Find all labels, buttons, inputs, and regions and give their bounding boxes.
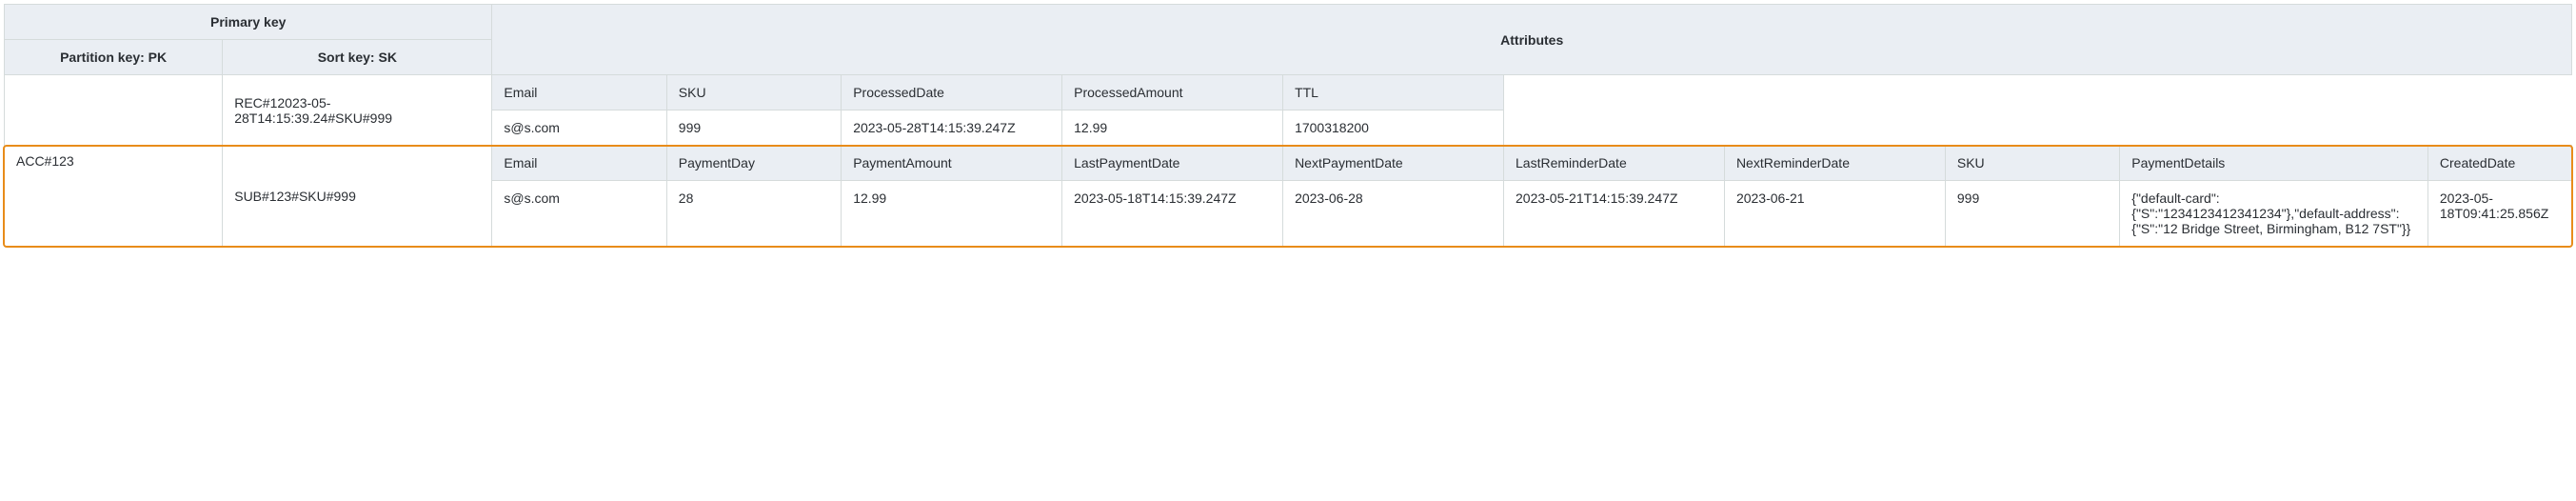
attr-header: LastReminderDate bbox=[1504, 146, 1725, 181]
pk-cell: ACC#123 bbox=[5, 75, 223, 247]
table-row: SUB#123#SKU#999 Email PaymentDay Payment… bbox=[5, 146, 2572, 181]
attr-header: Email bbox=[492, 146, 666, 181]
attributes-header: Attributes bbox=[492, 5, 2572, 75]
primary-key-header: Primary key bbox=[5, 5, 492, 40]
attr-header: LastPaymentDate bbox=[1062, 146, 1283, 181]
attr-value: 2023-05-21T14:15:39.247Z bbox=[1504, 181, 1725, 247]
table-row: ACC#123 REC#12023-05-28T14:15:39.24#SKU#… bbox=[5, 75, 2572, 110]
attr-value: {"default-card":{"S":"1234123412341234"}… bbox=[2120, 181, 2428, 247]
attr-value: 28 bbox=[666, 181, 841, 247]
attr-value: 999 bbox=[1945, 181, 2119, 247]
attr-header: NextPaymentDate bbox=[1283, 146, 1504, 181]
header-row-1: Primary key Attributes bbox=[5, 5, 2572, 40]
attr-header: PaymentDetails bbox=[2120, 146, 2428, 181]
attr-value: s@s.com bbox=[492, 181, 666, 247]
attr-value: 12.99 bbox=[1062, 110, 1283, 146]
attr-value: 12.99 bbox=[842, 181, 1062, 247]
partition-key-header: Partition key: PK bbox=[5, 40, 223, 75]
attr-value: 2023-06-21 bbox=[1724, 181, 1945, 247]
attr-value: s@s.com bbox=[492, 110, 666, 146]
attr-header: SKU bbox=[1945, 146, 2119, 181]
attr-header: TTL bbox=[1283, 75, 1504, 110]
attr-value: 2023-05-28T14:15:39.247Z bbox=[842, 110, 1062, 146]
attr-header: Email bbox=[492, 75, 666, 110]
attr-header: CreatedDate bbox=[2427, 146, 2571, 181]
attr-header: ProcessedAmount bbox=[1062, 75, 1283, 110]
attr-header: NextReminderDate bbox=[1724, 146, 1945, 181]
attr-value: 2023-05-18T14:15:39.247Z bbox=[1062, 181, 1283, 247]
attr-header: PaymentAmount bbox=[842, 146, 1062, 181]
sort-key-header: Sort key: SK bbox=[223, 40, 492, 75]
dynamodb-table: Primary key Attributes Partition key: PK… bbox=[4, 4, 2572, 247]
attr-header: SKU bbox=[666, 75, 841, 110]
attr-header: ProcessedDate bbox=[842, 75, 1062, 110]
attr-header: PaymentDay bbox=[666, 146, 841, 181]
attr-value: 2023-05-18T09:41:25.856Z bbox=[2427, 181, 2571, 247]
attr-value: 1700318200 bbox=[1283, 110, 1504, 146]
sk-cell-0: REC#12023-05-28T14:15:39.24#SKU#999 bbox=[223, 75, 492, 146]
attr-value: 999 bbox=[666, 110, 841, 146]
sk-cell-1: SUB#123#SKU#999 bbox=[223, 146, 492, 247]
empty-cell bbox=[1504, 75, 2572, 146]
attr-value: 2023-06-28 bbox=[1283, 181, 1504, 247]
table-container: Primary key Attributes Partition key: PK… bbox=[4, 4, 2572, 247]
